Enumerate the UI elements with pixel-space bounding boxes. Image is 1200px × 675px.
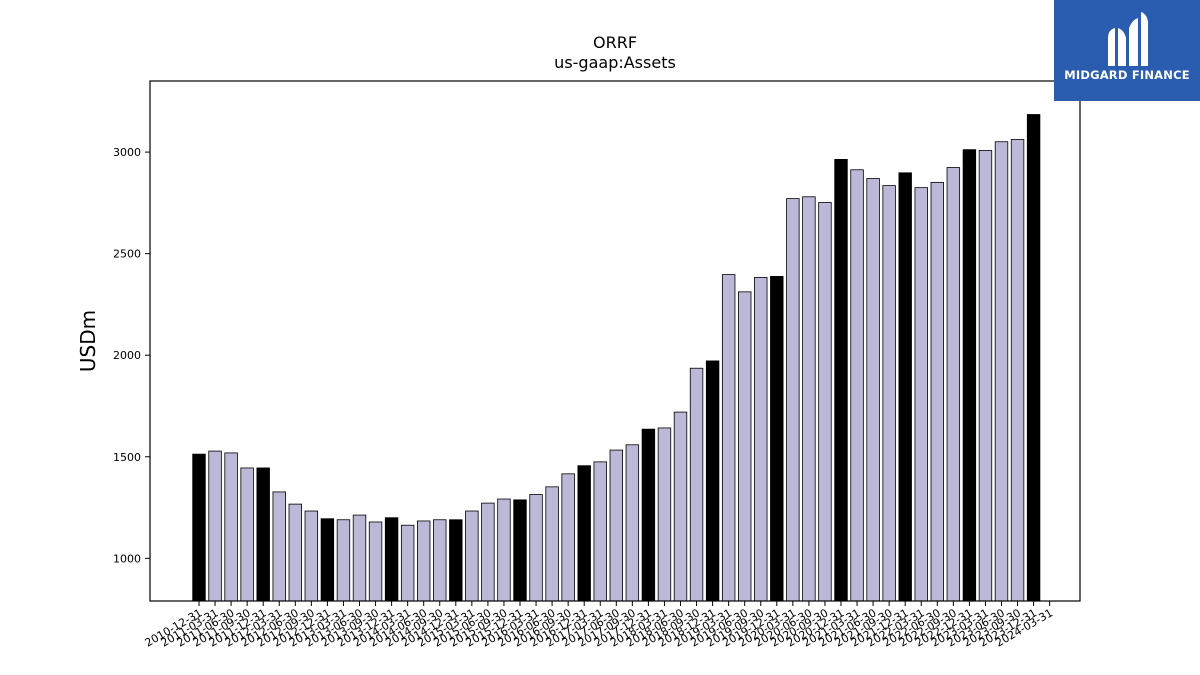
bar-2017-09-30 [625, 444, 640, 602]
bar-2018-03-31 [657, 427, 672, 602]
bar-2012-09-30 [304, 510, 319, 602]
bar-2018-12-31 [705, 360, 720, 602]
bar-2016-09-30 [561, 473, 575, 602]
midgard-logo-icon [1108, 12, 1148, 66]
bar-2017-12-31 [641, 428, 656, 602]
y-tick-label: 3000 [113, 146, 141, 159]
bar-2012-03-31 [272, 491, 286, 602]
bar-2019-12-31 [770, 276, 784, 602]
bar-2011-09-30 [240, 467, 254, 602]
bar-2014-12-31 [449, 519, 463, 602]
bar-2023-03-31 [978, 150, 993, 602]
y-ticks: 1000 1500 2000 2500 3000 [113, 146, 150, 565]
bar-2020-09-30 [818, 202, 832, 602]
bar-2021-12-31 [898, 172, 912, 602]
bar-2016-06-30 [545, 486, 559, 602]
bar-2019-03-31 [721, 274, 736, 602]
bar-2019-09-30 [754, 277, 768, 602]
chart-title: ORRF [593, 33, 637, 52]
y-tick-label: 1500 [113, 451, 141, 464]
bar-2022-09-30 [946, 167, 961, 602]
bar-2018-06-30 [673, 411, 688, 602]
bar-2021-03-31 [850, 169, 864, 602]
bar-2021-09-30 [882, 185, 896, 602]
bar-2017-03-31 [593, 461, 607, 602]
bar-2022-03-31 [914, 187, 928, 602]
bar-2023-12-31 [1026, 114, 1041, 602]
brand-logo-text: MIDGARD FINANCE [1064, 68, 1190, 82]
bar-2015-12-31 [513, 499, 527, 602]
bar-2013-06-30 [352, 514, 367, 602]
bar-2015-09-30 [497, 498, 511, 602]
bar-2022-06-30 [930, 181, 945, 602]
bar-2015-03-31 [465, 510, 479, 602]
bars-group [192, 114, 1041, 602]
bar-2020-03-31 [786, 198, 800, 602]
bar-2020-12-31 [834, 159, 848, 602]
chart-subtitle: us-gaap:Assets [554, 53, 676, 72]
bar-2016-03-31 [529, 494, 543, 602]
bar-2013-12-31 [384, 517, 399, 602]
y-tick-label: 1000 [113, 552, 141, 565]
bar-2015-06-30 [481, 502, 495, 602]
bar-2017-06-30 [609, 449, 624, 602]
bar-2013-09-30 [368, 521, 383, 602]
bar-2023-06-30 [994, 141, 1009, 602]
bar-2020-06-30 [802, 196, 816, 602]
bar-2023-09-30 [1010, 139, 1025, 602]
bar-2012-06-30 [288, 503, 303, 602]
bar-2022-12-31 [962, 149, 977, 602]
brand-logo: MIDGARD FINANCE [1054, 0, 1200, 101]
bar-2014-03-31 [400, 524, 415, 602]
bar-2011-03-31 [208, 450, 222, 602]
bar-2012-12-31 [320, 518, 335, 602]
bar-2011-06-30 [224, 452, 238, 602]
bar-2011-12-31 [256, 467, 270, 602]
bar-2019-06-30 [738, 291, 752, 602]
bar-2014-09-30 [433, 519, 447, 602]
bar-2016-12-31 [577, 465, 591, 602]
bar-2013-03-31 [336, 519, 351, 602]
bar-2010-12-31 [192, 453, 206, 602]
plot-frame [149, 80, 1081, 602]
y-tick-label: 2000 [113, 349, 141, 362]
y-axis-label: USDm [76, 310, 100, 372]
y-tick-label: 2500 [113, 248, 141, 261]
bar-2014-06-30 [416, 520, 431, 602]
bar-2018-09-30 [689, 367, 704, 602]
x-ticks: 2010-12-312011-03-312011-06-302011-09-30… [143, 601, 1055, 650]
bar-2021-06-30 [866, 178, 880, 602]
